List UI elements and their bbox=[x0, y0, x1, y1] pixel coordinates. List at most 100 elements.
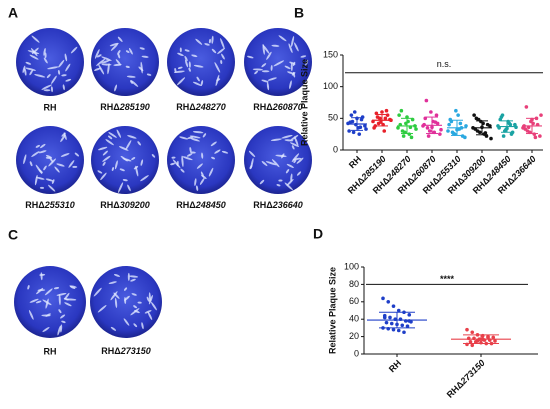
plaque bbox=[271, 159, 280, 168]
plaque bbox=[137, 301, 142, 304]
plaque bbox=[27, 50, 40, 55]
data-point bbox=[460, 134, 465, 138]
data-point bbox=[409, 135, 414, 140]
plaque bbox=[293, 159, 297, 164]
data-point bbox=[386, 300, 391, 304]
plaque bbox=[44, 288, 53, 296]
data-point bbox=[538, 134, 542, 138]
plaque bbox=[208, 167, 214, 177]
plaque bbox=[65, 63, 71, 72]
plaque bbox=[146, 73, 152, 76]
plaque bbox=[290, 63, 293, 72]
plaque bbox=[133, 323, 138, 328]
plaque-well bbox=[14, 266, 86, 338]
plaque bbox=[107, 63, 110, 75]
plaque bbox=[45, 298, 49, 309]
plaque bbox=[137, 141, 141, 146]
plaque bbox=[54, 166, 60, 173]
plaque bbox=[211, 48, 217, 54]
plaque bbox=[39, 143, 46, 149]
plaque bbox=[31, 35, 40, 43]
plaque bbox=[69, 285, 76, 290]
plaque-well bbox=[16, 28, 84, 96]
y-tick-label: 20 bbox=[349, 331, 359, 341]
plaque-well bbox=[91, 28, 159, 96]
plaque bbox=[56, 163, 65, 167]
plaque bbox=[135, 165, 139, 177]
data-point bbox=[402, 330, 406, 335]
plaque bbox=[140, 159, 144, 166]
data-point bbox=[364, 127, 368, 131]
plaque bbox=[220, 60, 223, 65]
plaque bbox=[43, 89, 51, 92]
plaque bbox=[201, 174, 207, 180]
plaque bbox=[102, 155, 111, 162]
plaque bbox=[147, 311, 153, 321]
plaque bbox=[35, 176, 45, 180]
well-label: RHΔ285190 bbox=[100, 102, 150, 112]
plaque bbox=[221, 150, 229, 154]
plaque bbox=[261, 161, 268, 167]
plaque bbox=[108, 132, 117, 138]
plaque bbox=[204, 43, 210, 46]
plaque bbox=[184, 49, 190, 52]
plaque bbox=[117, 182, 124, 193]
plaque bbox=[181, 155, 184, 168]
plaque bbox=[43, 57, 48, 64]
data-point bbox=[491, 335, 496, 340]
plaque bbox=[34, 74, 46, 78]
data-point bbox=[508, 122, 513, 127]
data-point bbox=[363, 124, 367, 128]
data-point bbox=[429, 110, 433, 114]
panel-label: B bbox=[294, 5, 304, 21]
data-point bbox=[373, 124, 378, 128]
panel-label: C bbox=[8, 227, 18, 243]
data-point bbox=[380, 110, 384, 114]
plaque bbox=[180, 168, 185, 173]
data-point bbox=[446, 129, 450, 133]
plaque bbox=[72, 165, 78, 168]
plaque bbox=[102, 150, 108, 156]
plaque bbox=[254, 70, 258, 75]
plaque bbox=[74, 152, 79, 157]
plaque bbox=[292, 157, 302, 161]
plaque bbox=[108, 135, 113, 140]
data-point bbox=[427, 129, 432, 133]
data-point bbox=[407, 313, 412, 317]
plaque bbox=[134, 310, 140, 314]
plaque bbox=[130, 308, 140, 316]
plaque bbox=[25, 67, 37, 71]
well-label: RHΔ248450 bbox=[176, 200, 226, 210]
plaque bbox=[127, 135, 137, 139]
plaque bbox=[41, 84, 53, 90]
plaque bbox=[28, 310, 34, 320]
plaque bbox=[270, 65, 273, 71]
plaque bbox=[64, 292, 70, 300]
plaque bbox=[101, 59, 111, 64]
plaque bbox=[133, 305, 138, 309]
plaque bbox=[46, 74, 51, 79]
plaque bbox=[100, 172, 107, 181]
well-label: RHΔ248270 bbox=[176, 102, 226, 112]
plaque bbox=[60, 153, 70, 157]
data-point bbox=[532, 132, 537, 136]
data-point bbox=[470, 330, 475, 335]
data-point bbox=[426, 134, 431, 138]
plaque bbox=[38, 169, 43, 174]
plaque bbox=[113, 63, 122, 66]
data-point bbox=[433, 120, 438, 124]
plaque bbox=[211, 156, 216, 160]
plaque bbox=[114, 297, 118, 309]
plaque bbox=[45, 313, 51, 317]
data-point bbox=[483, 131, 488, 135]
plaque bbox=[252, 68, 264, 71]
plaque bbox=[266, 51, 272, 60]
plaque bbox=[94, 49, 100, 59]
plaque bbox=[127, 272, 130, 281]
panel-label: A bbox=[8, 5, 18, 21]
data-point bbox=[399, 108, 404, 113]
plaque bbox=[96, 58, 106, 66]
plaque bbox=[57, 70, 61, 75]
plaque bbox=[176, 160, 179, 167]
